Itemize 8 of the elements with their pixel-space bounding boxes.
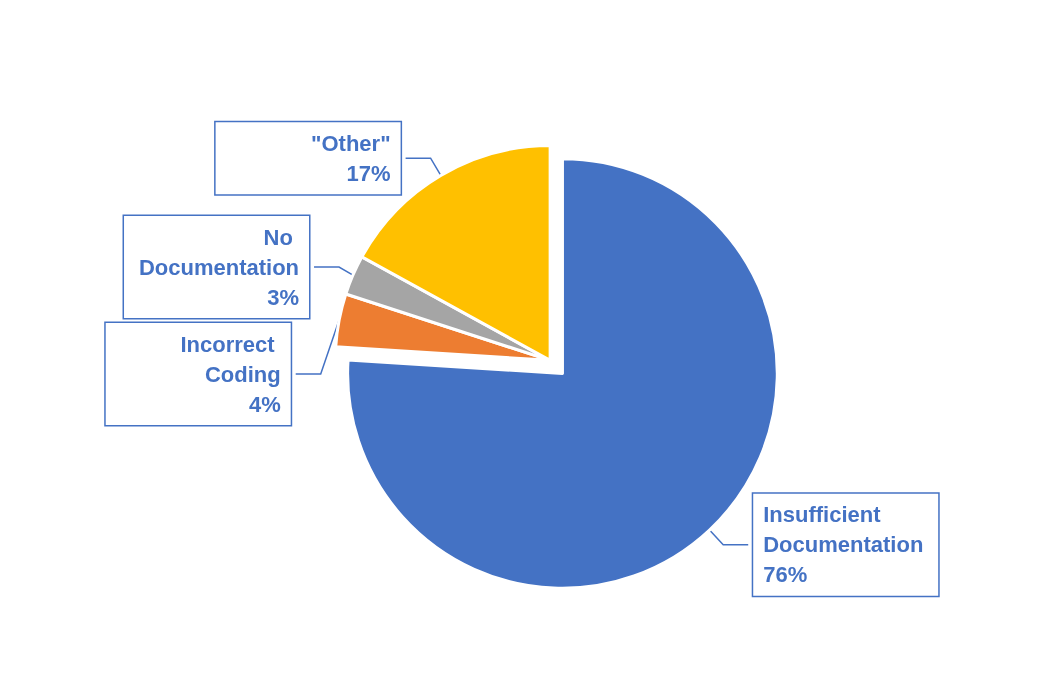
slice-label: Incorrect Coding [180, 331, 281, 387]
data-label: 17% [346, 160, 391, 186]
data-label: 76% [763, 562, 808, 588]
slice-label: Insufficient Documentation [763, 502, 924, 558]
slice-label: "Other" [311, 130, 391, 156]
data-label: 3% [267, 284, 300, 310]
data-label: 4% [248, 391, 281, 417]
slice-label: No Documentation [138, 224, 300, 280]
